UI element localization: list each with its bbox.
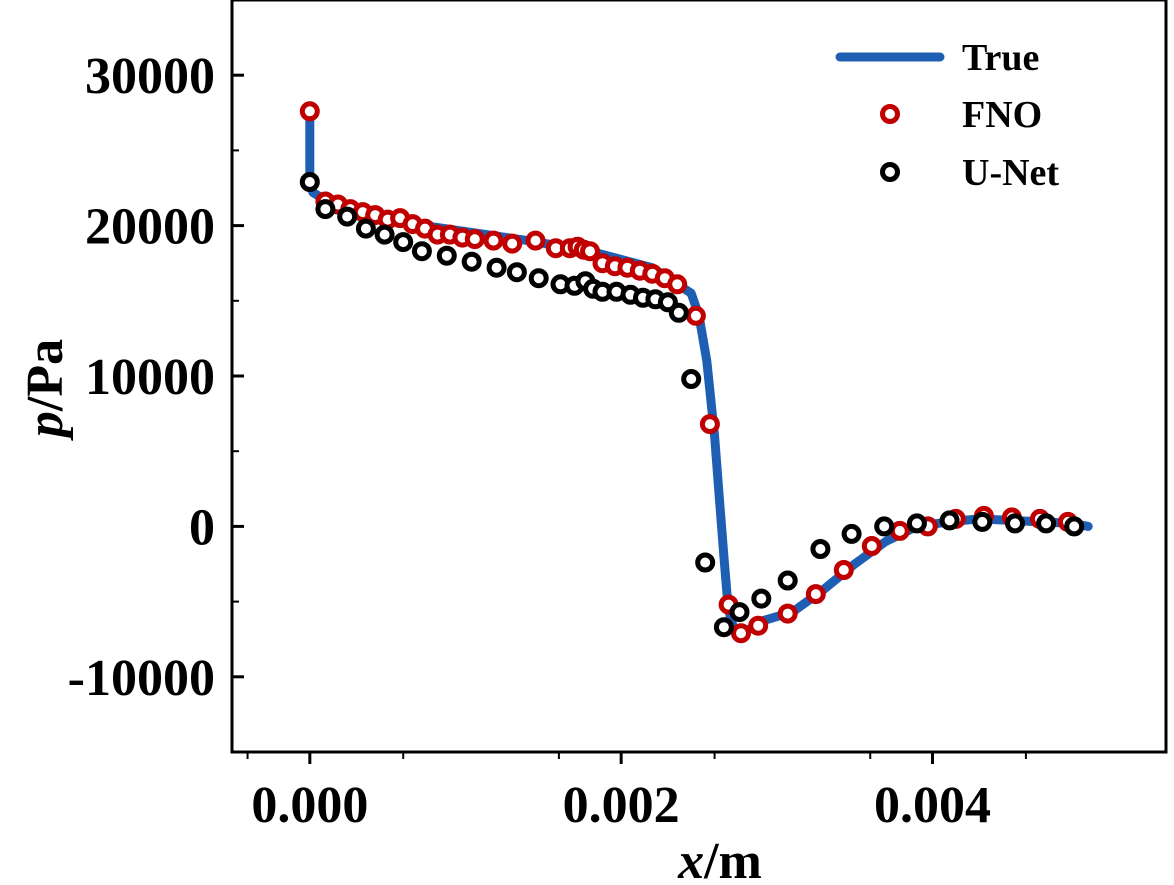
series-marker-fno [299, 101, 320, 122]
series-marker-fno [685, 305, 706, 326]
y-axis-ticks: -10000 0 10000 20000 30000 [68, 0, 244, 753]
legend-fno-marker [880, 104, 900, 124]
series-marker-fno [667, 274, 688, 295]
series-marker-u-net [506, 262, 527, 283]
series-layer [299, 101, 1093, 644]
x-tick-label: 0.000 [251, 777, 368, 834]
series-marker-u-net [461, 251, 482, 272]
series-marker-fno [805, 584, 826, 605]
series-marker-u-net [713, 617, 734, 638]
y-tick-label: -10000 [68, 650, 215, 707]
y-tick-label: 30000 [85, 48, 215, 105]
series-marker-fno [731, 623, 751, 644]
series-marker-fno [861, 536, 882, 556]
x-axis-ticks: 0.000 0.002 0.004 [246, 752, 1027, 834]
legend-true-label: True [962, 37, 1039, 79]
series-marker-fno [483, 230, 504, 251]
series-marker-u-net [299, 172, 320, 192]
series-marker-u-net [411, 241, 432, 262]
series-marker-u-net [337, 206, 358, 227]
x-tick-label: 0.002 [563, 777, 680, 834]
series-marker-fno [748, 615, 769, 636]
y-axis-title: p/Pa [17, 339, 74, 441]
series-marker-u-net [695, 552, 716, 573]
series-marker-u-net [1005, 513, 1025, 534]
series-marker-u-net [374, 224, 395, 245]
series-marker-fno [580, 241, 600, 262]
series-marker-u-net [1064, 516, 1085, 537]
y-tick-label: 0 [189, 499, 215, 556]
series-marker-fno [833, 560, 854, 580]
series-marker-u-net [486, 257, 507, 278]
series-marker-u-net [668, 302, 689, 323]
series-marker-fno [525, 230, 546, 251]
x-tick-label: 0.004 [874, 777, 991, 834]
series-marker-u-net [393, 232, 414, 253]
legend-unet-marker [880, 162, 900, 182]
series-marker-u-net [777, 570, 798, 591]
x-axis-title: x/m [677, 833, 762, 885]
series-marker-u-net [436, 245, 457, 266]
series-marker-u-net [751, 588, 772, 609]
series-marker-u-net [874, 516, 895, 537]
series-marker-u-net [355, 218, 376, 239]
series-marker-fno [777, 603, 798, 624]
series-marker-u-net [939, 510, 960, 531]
series-marker-u-net [841, 523, 862, 544]
series-marker-u-net [1036, 513, 1057, 534]
x-axis-var: x [677, 833, 704, 885]
series-marker-u-net [810, 539, 831, 559]
y-tick-label: 10000 [85, 349, 215, 406]
y-axis-unit: /Pa [17, 339, 74, 412]
series-marker-fno [889, 520, 910, 541]
x-axis-unit: /m [703, 833, 762, 885]
series-marker-u-net [906, 513, 927, 534]
y-tick-label: 20000 [85, 199, 215, 256]
legend: True FNO U-Net [835, 37, 1059, 194]
series-marker-fno [699, 414, 720, 435]
series-marker-u-net [315, 199, 336, 220]
legend-fno-label: FNO [962, 94, 1042, 136]
y-axis-var: p [17, 411, 74, 441]
legend-unet-label: U-Net [962, 152, 1059, 194]
series-marker-u-net [681, 369, 702, 389]
series-marker-u-net [972, 511, 993, 532]
series-marker-u-net [729, 602, 750, 623]
series-marker-fno [502, 233, 523, 254]
series-marker-fno [464, 229, 485, 250]
series-marker-u-net [528, 268, 549, 289]
